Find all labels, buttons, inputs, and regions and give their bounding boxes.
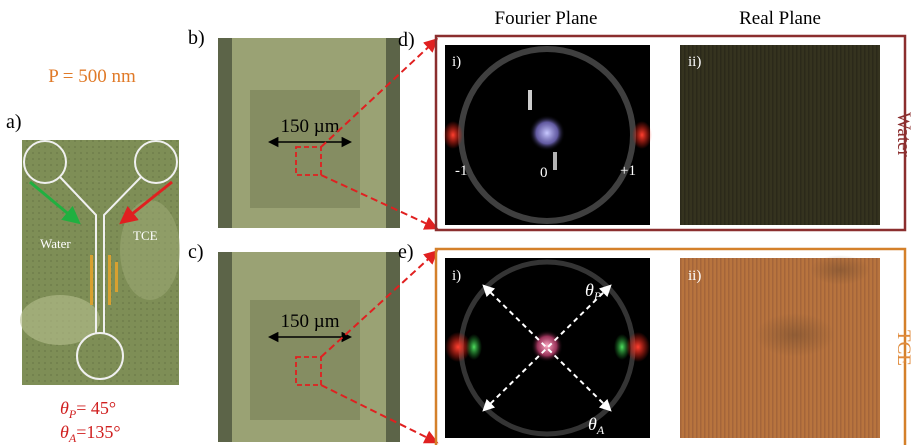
value: = 45° [76,398,116,418]
polarizer-angle: θP= 45° [60,398,116,421]
order-label: -1 [455,163,468,179]
subscript: P [593,289,602,303]
order-label: +1 [620,163,636,179]
symbol: θ [60,398,69,418]
sub-label: i) [452,268,461,284]
rect [108,255,111,305]
zero-order [531,330,563,362]
panel-label: c) [188,241,204,263]
sub-label: i) [452,54,461,70]
panel-label: a) [6,111,22,133]
sub-label: ii) [688,54,701,70]
panel-d: d) i) -1 0 +1 ii) Water [398,29,913,230]
panel-label: b) [188,27,205,49]
medium-label: TCE [893,330,913,366]
reflection [553,152,557,170]
rect [90,255,93,305]
wall [218,252,232,442]
column-title: Fourier Plane [495,8,598,29]
panel-a: P = 500 nm a) Water TCE θP= 45° θA=135° [6,66,180,445]
period: P = 500 nm [48,66,136,87]
wall [218,38,232,228]
symbol: θ [585,280,594,300]
scale-label: 150 µm [281,116,340,137]
wall [386,38,400,228]
figure: P = 500 nm a) Water TCE θP= 45° θA=135° … [0,0,913,445]
inlet-label: TCE [133,228,158,243]
wall [386,252,400,442]
subscript: A [596,423,605,437]
grating-area [250,90,360,208]
page: {"header": {"period": "P = 500 nm"}, "co… [0,0,913,445]
panel-c: c) 150 µm [188,241,400,442]
zero-order [529,115,565,151]
order-spot [443,121,463,149]
medium-label: Water [893,112,913,158]
value: =135° [76,422,120,442]
order-spot [466,334,482,360]
real-image [680,45,880,225]
panel-b: b) 150 µm [188,27,400,228]
column-title: Real Plane [739,8,821,29]
order-label: 0 [540,165,548,181]
shadow [810,255,870,285]
sub-label: ii) [688,268,701,284]
shadow [755,313,835,357]
analyzer-angle: θA=135° [60,422,121,445]
order-spot [632,121,652,149]
symbol: θ [60,422,69,442]
order-spot [626,332,650,362]
panel-label: d) [398,29,415,51]
inlet-label: Water [40,236,71,251]
panel-label: e) [398,241,414,263]
reflection [528,90,532,110]
panel-e: e) i) θP θA ii) TCE [398,241,913,445]
symbol: θ [588,414,597,434]
rect [115,262,118,292]
scale-label: 150 µm [281,311,340,332]
